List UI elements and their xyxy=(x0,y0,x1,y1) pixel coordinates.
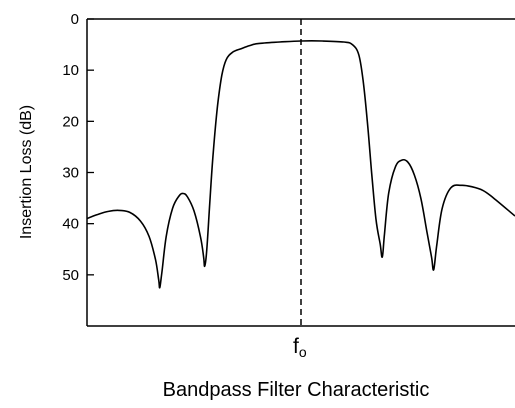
y-tick-label: 50 xyxy=(62,267,79,284)
chart-caption: Bandpass Filter Characteristic xyxy=(163,379,430,401)
center-frequency-label-sub: o xyxy=(299,344,307,360)
y-tick-label: 10 xyxy=(62,62,79,79)
y-tick-label: 20 xyxy=(62,113,79,130)
filter-response-curve xyxy=(86,40,515,289)
y-tick-label: 40 xyxy=(62,216,79,233)
y-tick-label: 30 xyxy=(62,165,79,182)
y-axis-label: Insertion Loss (dB) xyxy=(18,105,35,239)
center-frequency-label-main: f xyxy=(293,335,299,358)
y-tick-label: 0 xyxy=(71,11,79,28)
center-frequency-label: fo xyxy=(293,335,307,360)
y-ticks-group: 0 10 20 30 40 50 xyxy=(62,11,94,284)
